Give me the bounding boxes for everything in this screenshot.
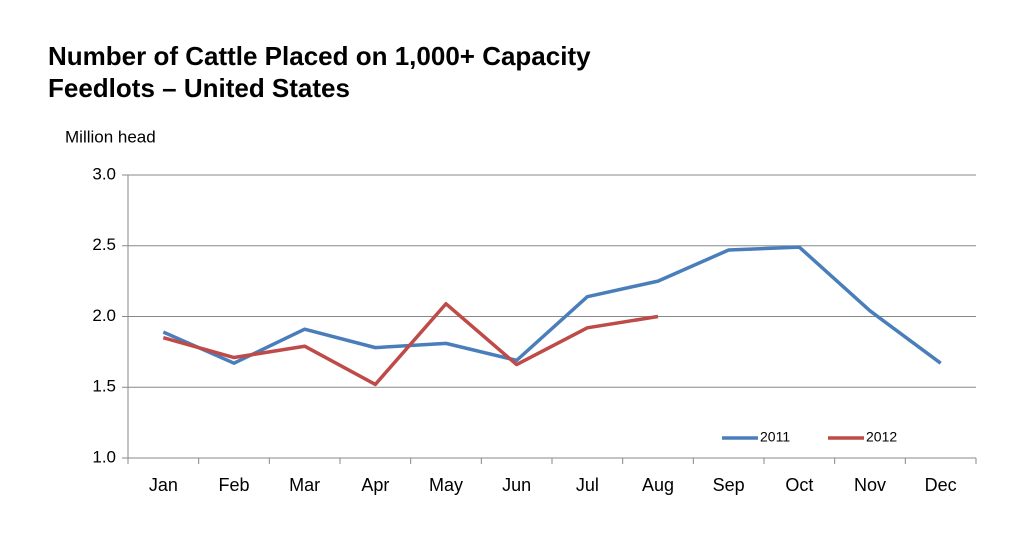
x-tick-label: Feb xyxy=(218,475,249,495)
x-tick-label: Dec xyxy=(925,475,957,495)
series-line xyxy=(162,245,942,365)
x-tick-label: Apr xyxy=(361,475,389,495)
legend-label: 2011 xyxy=(760,429,790,445)
x-tick-label: Jul xyxy=(576,475,599,495)
y-tick-label: 2.5 xyxy=(92,235,116,254)
x-tick-label: Sep xyxy=(713,475,745,495)
legend-label: 2012 xyxy=(866,429,897,445)
y-tick-label: 3.0 xyxy=(92,164,116,183)
y-tick-label: 1.0 xyxy=(92,447,116,466)
x-tick-label: May xyxy=(429,475,463,495)
x-tick-label: Oct xyxy=(785,475,813,495)
y-axis-label: Million head xyxy=(65,127,156,146)
x-tick-label: Nov xyxy=(854,475,886,495)
y-tick-label: 2.0 xyxy=(92,306,116,325)
series-line xyxy=(162,302,659,387)
x-tick-label: Aug xyxy=(642,475,674,495)
x-tick-label: Jan xyxy=(149,475,178,495)
y-tick-label: 1.5 xyxy=(92,377,116,396)
x-tick-label: Jun xyxy=(502,475,531,495)
x-tick-label: Mar xyxy=(289,475,320,495)
chart-title: Number of Cattle Placed on 1,000+ Capaci… xyxy=(48,41,591,103)
